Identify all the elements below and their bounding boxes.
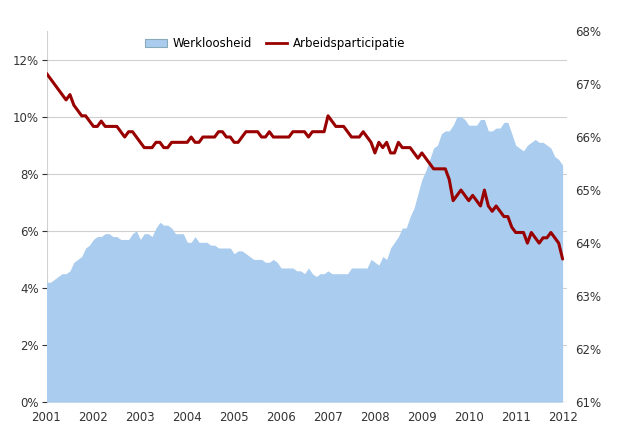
Legend: Werkloosheid, Arbeidsparticipatie: Werkloosheid, Arbeidsparticipatie xyxy=(146,37,406,50)
